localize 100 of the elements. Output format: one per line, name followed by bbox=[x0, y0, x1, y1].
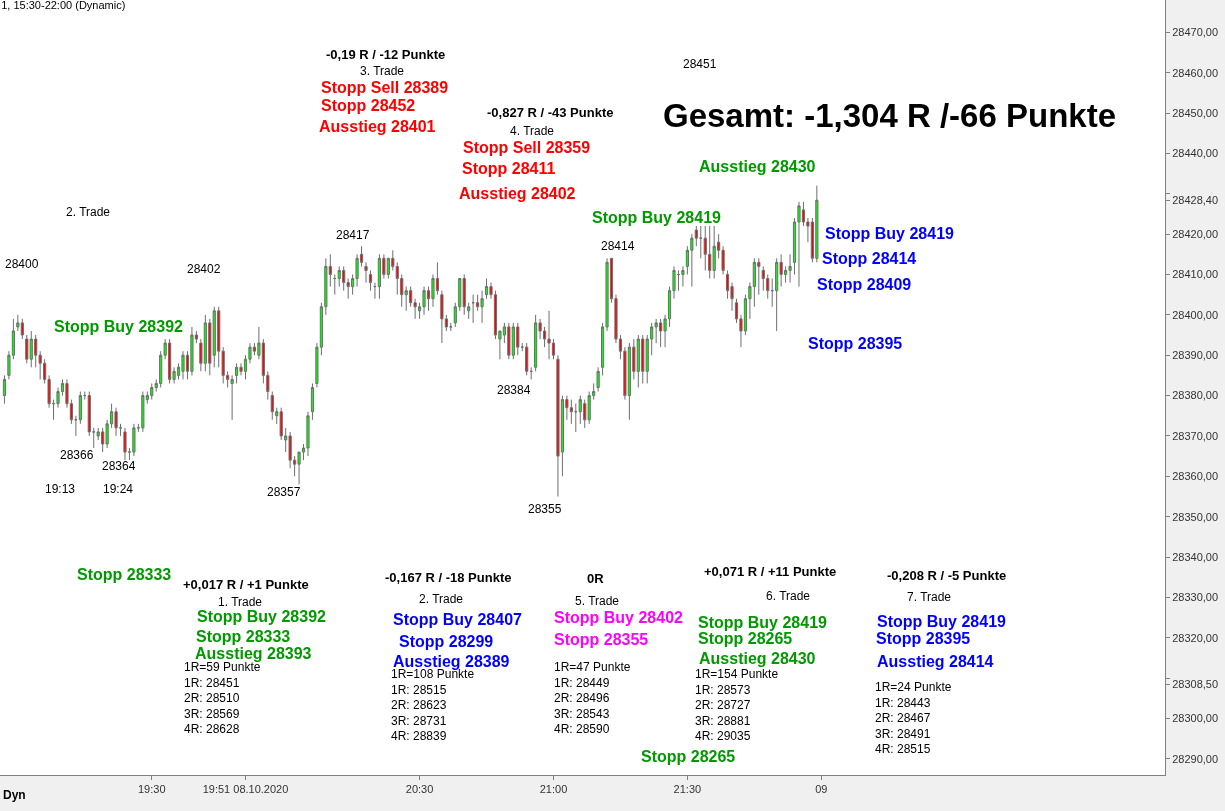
annotation: Gesamt: -1,304 R /-66 Punkte bbox=[663, 97, 1117, 134]
y-tick-label: 28380,00 bbox=[1172, 389, 1219, 402]
candlestick bbox=[190, 326, 194, 376]
candlestick bbox=[306, 411, 310, 457]
annotation: Stopp Buy 28419 bbox=[825, 225, 955, 242]
annotation: Stopp Buy 28419 bbox=[877, 613, 1007, 630]
candlestick bbox=[230, 374, 234, 421]
candlestick bbox=[788, 253, 792, 284]
y-tick-label: 28350,00 bbox=[1172, 510, 1219, 523]
y-tick-label: 28428,40 bbox=[1172, 194, 1219, 207]
candlestick bbox=[364, 261, 368, 284]
y-tick-label: 28320,00 bbox=[1172, 631, 1219, 644]
annotation: 5. Trade bbox=[575, 594, 620, 608]
y-tick-label: 28370,00 bbox=[1172, 429, 1219, 442]
x-tick-label: 21:30 bbox=[673, 783, 702, 796]
y-tick-label: 28470,00 bbox=[1172, 26, 1219, 39]
x-tick-label: 19:30 bbox=[137, 783, 166, 796]
candlestick bbox=[569, 399, 573, 425]
annotation: 3. Trade bbox=[360, 64, 405, 78]
y-tick-label: 28420,00 bbox=[1172, 227, 1219, 240]
y-tick-label: 28360,00 bbox=[1172, 470, 1219, 483]
candlestick bbox=[480, 290, 484, 324]
candlestick bbox=[368, 269, 373, 292]
candlestick bbox=[574, 403, 578, 433]
candlestick bbox=[92, 427, 96, 449]
annotation: Stopp Buy 28392 bbox=[197, 608, 327, 625]
candlestick bbox=[234, 362, 239, 384]
annotation: -0,19 R / -12 Punkte bbox=[326, 47, 446, 62]
annotation: Stopp Buy 28419 bbox=[698, 614, 828, 631]
annotation: 0R bbox=[587, 571, 605, 586]
annotation: 28384 bbox=[497, 383, 531, 397]
annotation: Stopp Sell 28359 bbox=[463, 139, 591, 156]
candlestick bbox=[270, 391, 274, 421]
candlestick bbox=[87, 391, 91, 437]
candlestick bbox=[681, 265, 685, 288]
x-tick-label: 21:00 bbox=[539, 783, 568, 796]
annotation: 2. Trade bbox=[66, 205, 111, 219]
annotation: 28357 bbox=[267, 485, 301, 499]
candlestick bbox=[141, 391, 145, 433]
annotation: Stopp 28411 bbox=[462, 160, 556, 177]
candlestick bbox=[484, 278, 489, 300]
chart-title: 1, 15:30-22:00 (Dynamic) bbox=[1, 0, 126, 12]
candlestick bbox=[708, 225, 712, 280]
annotation: Ausstieg 28430 bbox=[699, 650, 816, 667]
annotation: -0,167 R / -18 Punkte bbox=[385, 570, 512, 585]
candlestick bbox=[775, 257, 779, 332]
annotation: 1. Trade bbox=[218, 595, 263, 609]
candlestick bbox=[534, 314, 538, 372]
y-tick-label: 28440,00 bbox=[1172, 147, 1219, 160]
annotation: Stopp Buy 28419 bbox=[592, 209, 722, 226]
y-tick-label: 28450,00 bbox=[1172, 106, 1219, 119]
candlestick bbox=[123, 427, 127, 461]
x-tick-label: 09 bbox=[815, 783, 828, 796]
candlestick bbox=[78, 391, 82, 425]
candlestick bbox=[462, 273, 466, 316]
text: Dyn bbox=[3, 788, 26, 802]
candlestick bbox=[516, 322, 520, 356]
candlestick bbox=[25, 334, 29, 364]
annotation: 19:24 bbox=[103, 482, 134, 496]
candlestick bbox=[150, 382, 154, 401]
candlestick bbox=[596, 366, 600, 393]
y-tick-label: 28390,00 bbox=[1172, 349, 1219, 362]
annotation: Stopp Buy 28402 bbox=[554, 609, 684, 626]
annotation: 1R=24 Punkte 1R: 28443 2R: 28467 3R: 28491 4R: 28515 bbox=[875, 680, 952, 757]
y-tick-label: 28308,50 bbox=[1172, 678, 1219, 691]
annotation: Ausstieg 28401 bbox=[319, 118, 436, 135]
annotation: 28414 bbox=[601, 239, 635, 253]
candlestick bbox=[641, 334, 645, 384]
annotation: Stopp 28414 bbox=[822, 250, 917, 267]
candlestick bbox=[471, 294, 475, 324]
annotation: Ausstieg 28393 bbox=[195, 645, 312, 662]
annotation: Stopp 28409 bbox=[817, 276, 912, 293]
annotation: Stopp Buy 28407 bbox=[393, 611, 523, 628]
candlestick bbox=[114, 407, 118, 437]
annotation: Stopp 28265 bbox=[641, 748, 736, 765]
annotation: 28402 bbox=[187, 262, 221, 276]
y-tick-label: 28300,00 bbox=[1172, 712, 1219, 725]
y-tick-label: 28290,00 bbox=[1172, 752, 1219, 765]
candlestick bbox=[74, 415, 78, 437]
annotation: Stopp Sell 28389 bbox=[321, 79, 449, 96]
candlestick bbox=[440, 290, 444, 344]
candlestick bbox=[770, 278, 774, 308]
annotation: Ausstieg 28414 bbox=[877, 653, 994, 670]
annotation: -0,208 R / -5 Punkte bbox=[887, 568, 1007, 583]
y-tick-label: 28460,00 bbox=[1172, 66, 1219, 79]
annotation: Ausstieg 28430 bbox=[699, 158, 816, 175]
annotation: Ausstieg 28402 bbox=[459, 185, 576, 202]
y-tick-label: 28410,00 bbox=[1172, 268, 1219, 281]
annotation: Ausstieg 28389 bbox=[393, 653, 510, 670]
y-tick-label: 28330,00 bbox=[1172, 591, 1219, 604]
x-tick-label: 19:51 08.10.2020 bbox=[202, 783, 289, 796]
annotation: -0,827 R / -43 Punkte bbox=[487, 105, 614, 120]
annotation: Stopp 28333 bbox=[196, 628, 291, 645]
annotation: 1R=154 Punkte 1R: 28573 2R: 28727 3R: 28881 4R: 29035 bbox=[695, 667, 779, 744]
annotation: 28417 bbox=[336, 228, 370, 242]
candlestick bbox=[373, 282, 377, 300]
annotation: 4. Trade bbox=[510, 124, 555, 138]
candlestick bbox=[815, 185, 819, 263]
candlestick bbox=[20, 318, 24, 340]
annotation: +0,017 R / +1 Punkte bbox=[183, 577, 309, 592]
